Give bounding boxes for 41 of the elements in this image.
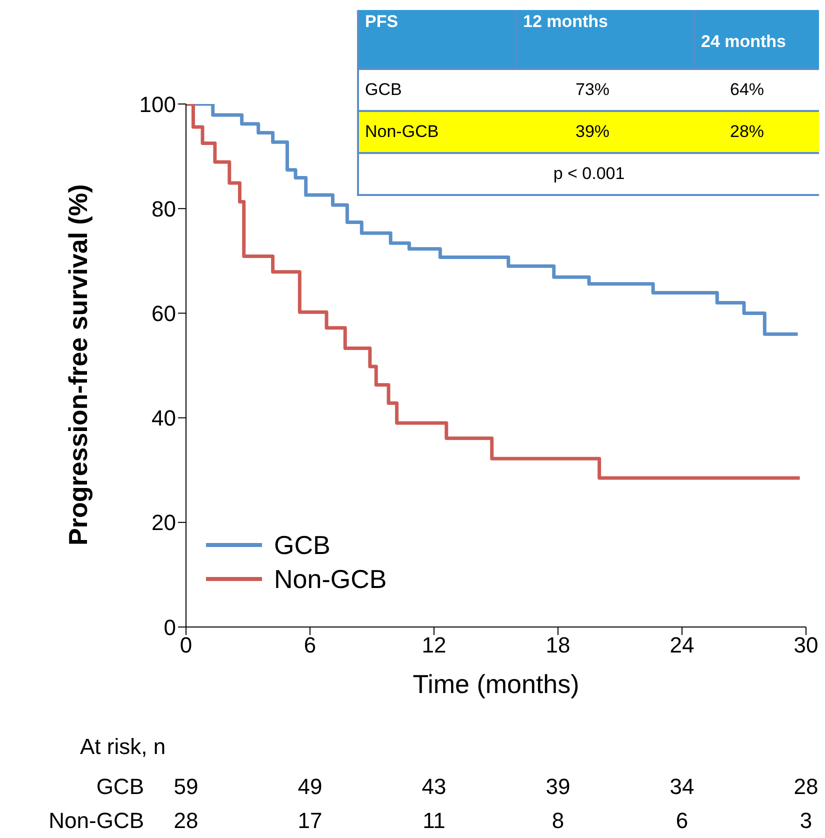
text: 49 bbox=[296, 774, 324, 800]
y-tick-label: 20 bbox=[152, 510, 176, 536]
x-tick-label: 18 bbox=[546, 632, 570, 658]
text: 34 bbox=[668, 774, 696, 800]
text: 59 bbox=[172, 774, 200, 800]
text: At risk, n bbox=[80, 734, 166, 760]
text: GCB bbox=[365, 80, 402, 99]
x-tick-label: 24 bbox=[670, 632, 694, 658]
text: GCB bbox=[96, 774, 144, 800]
text: PFS bbox=[365, 12, 398, 31]
y-tick-label: 0 bbox=[164, 614, 176, 640]
annotation: 28% bbox=[728, 122, 766, 142]
x-tick-label: 30 bbox=[794, 632, 818, 658]
y-tick-label: 80 bbox=[152, 196, 176, 222]
text: 43 bbox=[420, 774, 448, 800]
text: 3 bbox=[798, 808, 814, 834]
legend-label: Non-GCB bbox=[274, 564, 387, 594]
legend-label: GCB bbox=[274, 530, 330, 560]
x-tick-label: 0 bbox=[180, 632, 192, 658]
text: 8 bbox=[550, 808, 566, 834]
y-tick-label: 100 bbox=[139, 92, 176, 117]
x-tick-label: 6 bbox=[304, 632, 316, 658]
text: 24 months bbox=[701, 32, 786, 51]
text: Non-GCB bbox=[48, 808, 144, 834]
text: 73% bbox=[575, 80, 610, 99]
text: 39 bbox=[544, 774, 572, 800]
text: 28 bbox=[792, 774, 820, 800]
text: 28 bbox=[172, 808, 200, 834]
annotation: 39% bbox=[574, 122, 611, 142]
annotation: p < 0.001 bbox=[359, 154, 819, 196]
text: 6 bbox=[674, 808, 690, 834]
text: 64% bbox=[730, 80, 764, 99]
x-tick-label: 12 bbox=[422, 632, 446, 658]
text: 12 months bbox=[523, 12, 608, 31]
text: 17 bbox=[296, 808, 324, 834]
x-axis-title: Time (months) bbox=[412, 669, 580, 699]
annotation: Non-GCB bbox=[364, 122, 440, 142]
text: 11 bbox=[422, 808, 446, 834]
y-axis-title: Progression-free survival (%) bbox=[63, 184, 94, 546]
y-tick-label: 40 bbox=[152, 406, 176, 431]
y-tick-label: 60 bbox=[152, 301, 176, 326]
